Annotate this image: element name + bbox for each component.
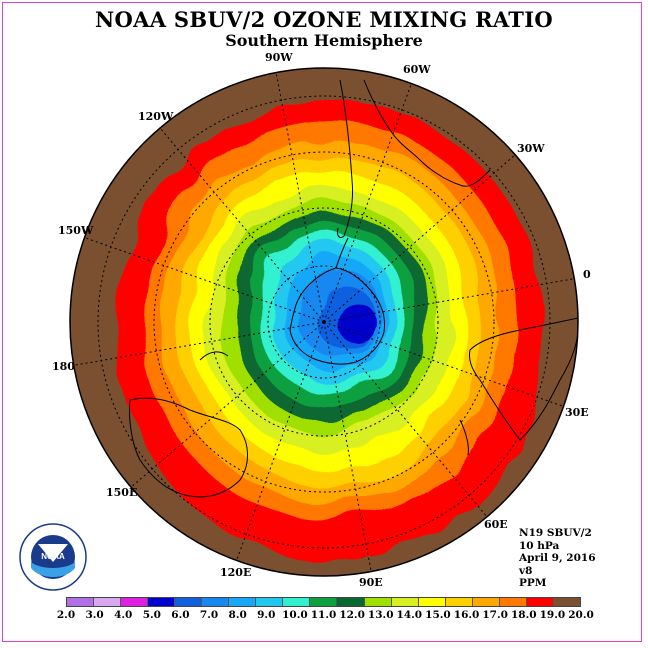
lon-label-150e: 150E bbox=[106, 486, 137, 499]
colorbar-swatch bbox=[310, 598, 338, 606]
colorbar-swatch bbox=[499, 598, 527, 606]
colorbar-swatch bbox=[175, 598, 203, 606]
lon-label-180: 180 bbox=[52, 360, 75, 373]
contour-4-5 bbox=[336, 302, 376, 342]
colorbar-swatch bbox=[364, 598, 392, 606]
australia-coast bbox=[129, 397, 248, 498]
colorbar-swatch bbox=[202, 598, 230, 606]
colorbar-swatch bbox=[418, 598, 446, 606]
new-zealand-coast bbox=[199, 351, 229, 361]
colorbar-tick-label: 15.0 bbox=[425, 609, 451, 621]
map-date: April 9, 2016 bbox=[519, 552, 596, 565]
coastlines bbox=[129, 79, 578, 498]
data-version: v8 bbox=[519, 564, 533, 577]
colorbar-tick-label: 5.0 bbox=[142, 609, 161, 621]
colorbar-tick-label: 14.0 bbox=[396, 609, 423, 621]
latitude-circles bbox=[97, 95, 551, 549]
colorbar-swatch bbox=[445, 598, 473, 606]
antarctica-coast bbox=[289, 267, 385, 365]
colorbar-tick-label: 16.0 bbox=[453, 609, 480, 621]
colorbar-swatch bbox=[229, 598, 257, 606]
map-boundary bbox=[69, 67, 579, 577]
colorbar-tick-label: 18.0 bbox=[510, 609, 537, 621]
lon-label-90w: 90W bbox=[265, 51, 293, 64]
colorbar-tick-label: 11.0 bbox=[310, 609, 337, 621]
colorbar-tick-label: 6.0 bbox=[171, 609, 190, 621]
colorbar-tick-label: 17.0 bbox=[482, 609, 508, 621]
colorbar-swatch bbox=[256, 598, 284, 606]
colorbar-swatch bbox=[553, 598, 580, 606]
units-label: PPM bbox=[519, 577, 547, 590]
colorbar-tick-label: 7.0 bbox=[199, 609, 219, 621]
africa-coast bbox=[469, 317, 578, 441]
colorbar-tick-label: 3.0 bbox=[85, 609, 104, 621]
colorbar-tick-label: 12.0 bbox=[339, 609, 365, 621]
colorbar-tick-label: 10.0 bbox=[282, 609, 308, 621]
colorbar-swatch bbox=[472, 598, 500, 606]
colorbar-tick-label: 19.0 bbox=[539, 609, 566, 621]
colorbar-swatch bbox=[67, 598, 95, 606]
lon-label-60e: 60E bbox=[484, 518, 508, 531]
colorbar-swatch bbox=[94, 598, 122, 606]
colorbar-tick-label: 4.0 bbox=[114, 609, 133, 621]
colorbar-swatch bbox=[121, 598, 149, 606]
colorbar-swatch bbox=[391, 598, 419, 606]
colorbar-tick-label: 13.0 bbox=[367, 609, 394, 621]
map-info: N19 SBUV/2 10 hPa April 9, 2016 v8 PPM bbox=[519, 527, 596, 590]
colorbar-tick-label: 9.0 bbox=[257, 609, 276, 621]
south-america-east-coast bbox=[363, 79, 491, 187]
lon-label-0: 0 bbox=[583, 268, 591, 281]
pressure-level: 10 hPa bbox=[519, 539, 560, 552]
colorbar-tick-label: 20.0 bbox=[568, 609, 594, 621]
colorbar-tick-label: 8.0 bbox=[228, 609, 247, 621]
lon-label-120w: 120W bbox=[138, 110, 174, 123]
colorbar bbox=[66, 597, 581, 607]
meridians bbox=[70, 71, 578, 576]
colorbar-swatch bbox=[148, 598, 176, 606]
noaa-logo: NOAA bbox=[19, 523, 87, 591]
colorbar-swatch bbox=[337, 598, 365, 606]
lon-label-30e: 30E bbox=[565, 406, 589, 419]
satellite-label: N19 SBUV/2 bbox=[519, 527, 592, 539]
madagascar-coast bbox=[459, 419, 469, 456]
lon-label-30w: 30W bbox=[517, 142, 545, 155]
colorbar-swatch bbox=[526, 598, 554, 606]
figure-frame bbox=[2, 2, 642, 642]
south-america-coast bbox=[337, 79, 353, 239]
colorbar-swatch bbox=[283, 598, 311, 606]
map-title: NOAA SBUV/2 OZONE MIXING RATIO bbox=[95, 7, 553, 32]
colorbar-tick-label: 2.0 bbox=[56, 609, 76, 621]
lon-label-90e: 90E bbox=[359, 576, 383, 589]
lon-label-120e: 120E bbox=[220, 566, 251, 579]
ozone-contours bbox=[70, 68, 578, 576]
lon-label-150w: 150W bbox=[58, 224, 94, 237]
lon-label-60w: 60W bbox=[403, 63, 431, 76]
map-subtitle: Southern Hemisphere bbox=[225, 31, 423, 50]
colorbar-ticks: 2.0 3.0 4.0 5.0 6.0 7.0 8.0 9.0 10.0 11.0 12.0 13.0… bbox=[57, 609, 594, 623]
antarctic-peninsula bbox=[335, 237, 349, 269]
logo-text: NOAA bbox=[41, 552, 65, 561]
